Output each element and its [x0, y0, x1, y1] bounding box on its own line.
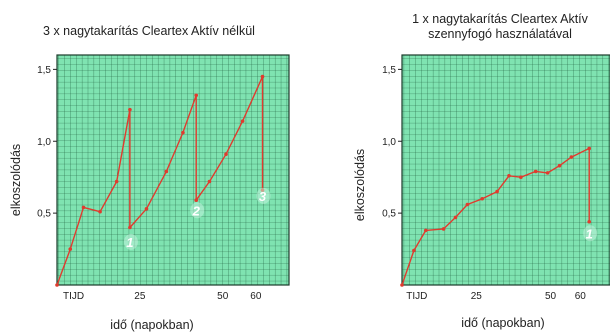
chart-1-data-point [55, 283, 59, 287]
chart-1-data-point [114, 179, 119, 184]
chart-1-data-point [68, 247, 73, 251]
chart-1-data-point [98, 209, 102, 214]
chart-1-data-point [128, 225, 132, 230]
chart-1-plot-border [56, 54, 290, 286]
chart-2-data-point [495, 189, 499, 194]
chart-2: 1 x nagytakarítás Cleartex Aktív szennyf… [353, 12, 610, 330]
chart-1-data-point [128, 107, 132, 112]
chart-1-x-tick-label: 50 [217, 291, 229, 302]
chart-2-annotation-label: 1 [586, 226, 593, 241]
chart-2-data-point [533, 169, 538, 174]
chart-1: 3 x nagytakarítás Cleartex Aktív nélkül … [9, 24, 290, 332]
chart-2-title-line-1: 1 x nagytakarítás Cleartex Aktív [412, 12, 589, 26]
chart-1-data-point [240, 119, 245, 123]
chart-2-title-line-2: szennyfogó használatával [428, 27, 572, 41]
chart-2-data-point [587, 146, 591, 151]
chart-1-data-point [81, 205, 86, 210]
chart-1-x-axis-label: idő (napokban) [110, 318, 193, 332]
chart-2-data-point [507, 173, 511, 178]
chart-1-x-tick-label: 25 [134, 291, 146, 302]
chart-2-y-tick-label: 1,5 [382, 65, 396, 76]
chart-1-data-point [181, 130, 185, 135]
chart-1-y-axis-label: elkoszolódás [9, 144, 23, 216]
chart-1-x-tick-label: TIJD [63, 291, 84, 302]
chart-2-plot-border [401, 54, 610, 286]
chart-2-data-point [557, 163, 562, 168]
chart-1-title: 3 x nagytakarítás Cleartex Aktív nélkül [43, 24, 255, 38]
chart-1-annotation-glow [190, 202, 205, 219]
chart-2-x-tick-label: 50 [545, 291, 557, 302]
chart-1-data-point [260, 74, 265, 79]
chart-2-data-point [519, 175, 523, 179]
chart-1-data-point [194, 198, 198, 202]
chart-1-annotation-label: 3 [259, 189, 267, 204]
chart-2-series-line [401, 147, 590, 286]
chart-2-data-point [412, 248, 416, 253]
chart-1-data-point [164, 169, 169, 174]
chart-1-data-point [194, 93, 198, 98]
chart-1-y-tick-label: 1,5 [37, 65, 51, 76]
chart-1-data-point [144, 207, 149, 211]
chart-1-grid [57, 55, 289, 285]
chart-2-y-tick-label: 1,0 [382, 137, 396, 148]
chart-1-annotation-glow [256, 187, 271, 204]
chart-2-y-axis-label: elkoszolódás [353, 149, 367, 221]
chart-2-x-tick-label: 25 [471, 291, 483, 302]
chart-1-x-tick-label: 60 [250, 291, 262, 302]
chart-1-annotation-label: 2 [192, 203, 201, 218]
chart-1-y-tick-label: 0,5 [37, 209, 51, 220]
chart-2-x-axis-label: idő (napokban) [461, 316, 544, 330]
chart-2-y-tick-label: 0,5 [382, 209, 396, 220]
chart-2-data-point [587, 219, 591, 224]
chart-2-data-point [480, 196, 485, 201]
chart-2-data-point [545, 171, 550, 175]
chart-1-annotation-label: 1 [126, 235, 133, 250]
chart-2-data-point [441, 227, 446, 231]
chart-1-data-point [224, 152, 228, 156]
chart-2-data-point [400, 283, 404, 287]
chart-2-data-point [423, 228, 428, 233]
chart-1-annotation-glow [123, 233, 138, 250]
chart-2-x-tick-label: TIJD [406, 291, 427, 302]
chart-2-annotation-glow [583, 225, 598, 242]
chart-2-grid [402, 55, 610, 285]
chart-2-data-point [569, 155, 574, 159]
chart-2-x-tick-label: 60 [575, 291, 587, 302]
chart-1-data-point [207, 179, 212, 184]
chart-2-data-point [453, 215, 458, 220]
chart-1-y-tick-label: 1,0 [37, 137, 51, 148]
chart-2-data-point [465, 202, 470, 207]
